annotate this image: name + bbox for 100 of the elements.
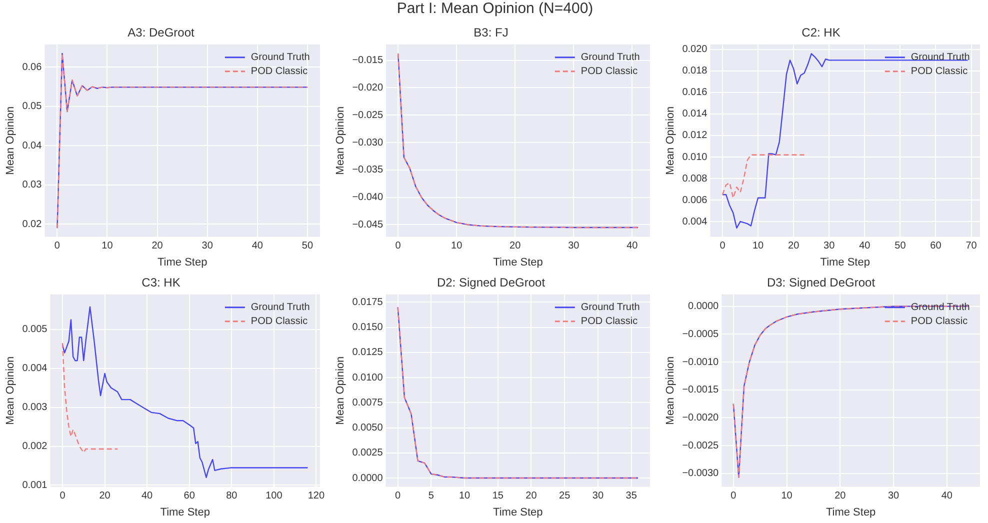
y-tick-label: 0.008 (682, 173, 708, 184)
x-tick-label: 10 (451, 240, 463, 252)
x-tick-label: 20 (99, 490, 111, 502)
x-tick-label: 40 (941, 490, 953, 502)
chart-title: B3: FJ (474, 26, 508, 40)
y-tick-label: −0.0010 (682, 356, 720, 368)
y-tick-label: 0.04 (22, 140, 42, 152)
y-tick-label: 0.006 (682, 194, 708, 206)
x-tick-label: 30 (592, 490, 604, 502)
y-axis-title: Mean Opinion (4, 106, 17, 175)
x-tick-label: 20 (152, 240, 164, 252)
y-tick-label: 0.0000 (688, 301, 720, 312)
chart-title: A3: DeGroot (128, 26, 196, 40)
legend-label: POD Classic (580, 316, 638, 328)
y-tick-label: 0.0125 (352, 347, 384, 358)
y-tick-label: 0.020 (682, 44, 708, 56)
x-tick-label: 10 (781, 490, 793, 502)
y-tick-label: −0.025 (352, 110, 384, 121)
x-tick-label: 0 (60, 490, 66, 502)
x-tick-label: 40 (859, 240, 871, 252)
y-tick-label: 0.014 (682, 108, 708, 120)
y-tick-label: 0.005 (22, 324, 48, 336)
y-tick-label: 0.001 (22, 480, 48, 491)
x-axis-title: Time Step (157, 256, 208, 268)
y-tick-label: 0.004 (22, 363, 48, 374)
y-tick-label: −0.0020 (682, 412, 720, 424)
y-axis-title: Mean Opinion (664, 356, 677, 425)
x-tick-label: 60 (930, 240, 942, 252)
y-tick-label: −0.030 (352, 137, 384, 148)
x-tick-label: 40 (141, 490, 154, 502)
x-tick-label: 30 (824, 240, 836, 252)
y-tick-label: 0.05 (22, 101, 42, 112)
y-axis-title: Mean Opinion (664, 106, 677, 175)
chart-title: D3: Signed DeGroot (766, 276, 876, 290)
y-tick-label: 0.0050 (352, 422, 384, 434)
y-tick-label: −0.045 (352, 219, 384, 230)
y-tick-label: −0.0030 (682, 468, 720, 480)
x-tick-label: 10 (458, 490, 471, 502)
line-series (62, 342, 118, 454)
y-tick-label: 0.002 (22, 441, 48, 452)
y-tick-label: 0.0025 (352, 448, 384, 459)
y-tick-label: −0.0015 (682, 384, 720, 396)
x-axis-title: Time Step (820, 256, 870, 268)
x-tick-label: 50 (894, 240, 906, 252)
x-tick-label: 20 (510, 240, 522, 252)
x-tick-label: 30 (888, 490, 900, 502)
x-tick-label: 40 (252, 240, 264, 252)
legend-label: POD Classic (910, 66, 968, 78)
x-tick-label: 120 (308, 490, 325, 502)
legend-label: POD Classic (580, 66, 638, 78)
y-tick-label: 0.03 (22, 180, 42, 191)
x-tick-label: 10 (102, 240, 114, 252)
x-axis-title: Time Step (826, 506, 876, 518)
x-tick-label: 35 (626, 490, 638, 502)
y-tick-label: 0.012 (682, 130, 708, 142)
x-tick-label: 0 (395, 240, 402, 252)
y-axis-title: Mean Opinion (334, 106, 347, 175)
chart-title: C3: HK (142, 276, 180, 290)
y-tick-label: 0.0150 (352, 322, 384, 334)
x-tick-label: 0 (730, 490, 737, 502)
y-tick-label: −0.020 (352, 82, 384, 94)
x-tick-label: 60 (184, 490, 196, 502)
x-tick-label: 80 (226, 490, 238, 502)
y-tick-label: 0.02 (22, 218, 42, 230)
x-tick-label: 15 (492, 490, 504, 502)
x-tick-label: 10 (752, 240, 764, 252)
x-tick-label: 25 (559, 490, 571, 502)
x-tick-label: 40 (626, 240, 638, 252)
x-tick-label: 20 (834, 490, 846, 502)
legend-label: Ground Truth (580, 52, 640, 64)
x-axis-title: Time Step (493, 506, 543, 518)
y-tick-label: 0.004 (682, 216, 708, 228)
y-tick-label: 0.0075 (352, 397, 384, 408)
y-tick-label: −0.035 (352, 164, 384, 176)
y-tick-label: −0.0025 (682, 440, 720, 452)
legend-label: Ground Truth (250, 302, 310, 314)
y-tick-label: −0.040 (352, 192, 384, 204)
legend-label: Ground Truth (580, 302, 640, 314)
legend-label: POD Classic (250, 66, 308, 78)
chart-title: C2: HK (802, 26, 840, 40)
y-tick-label: 0.06 (22, 62, 42, 73)
x-tick-label: 20 (526, 490, 538, 502)
x-tick-label: 70 (966, 240, 978, 252)
y-tick-label: 0.0100 (352, 372, 384, 384)
x-tick-label: 0 (54, 240, 60, 252)
y-tick-label: 0.016 (682, 87, 708, 98)
y-tick-label: 0.0000 (352, 472, 384, 484)
x-tick-label: 30 (568, 240, 580, 252)
y-tick-label: −0.0005 (682, 328, 720, 340)
chart-title: D2: Signed DeGroot (436, 276, 546, 290)
y-tick-label: 0.003 (22, 402, 48, 414)
legend-label: POD Classic (250, 316, 308, 328)
y-axis-title: Mean Opinion (334, 356, 347, 425)
x-tick-label: 100 (266, 490, 283, 502)
y-tick-label: −0.015 (352, 55, 384, 66)
x-tick-label: 20 (788, 240, 800, 252)
x-tick-label: 50 (302, 240, 314, 252)
y-tick-label: 0.018 (682, 66, 708, 77)
line-series (722, 154, 805, 198)
y-tick-label: 0.0175 (352, 296, 384, 308)
